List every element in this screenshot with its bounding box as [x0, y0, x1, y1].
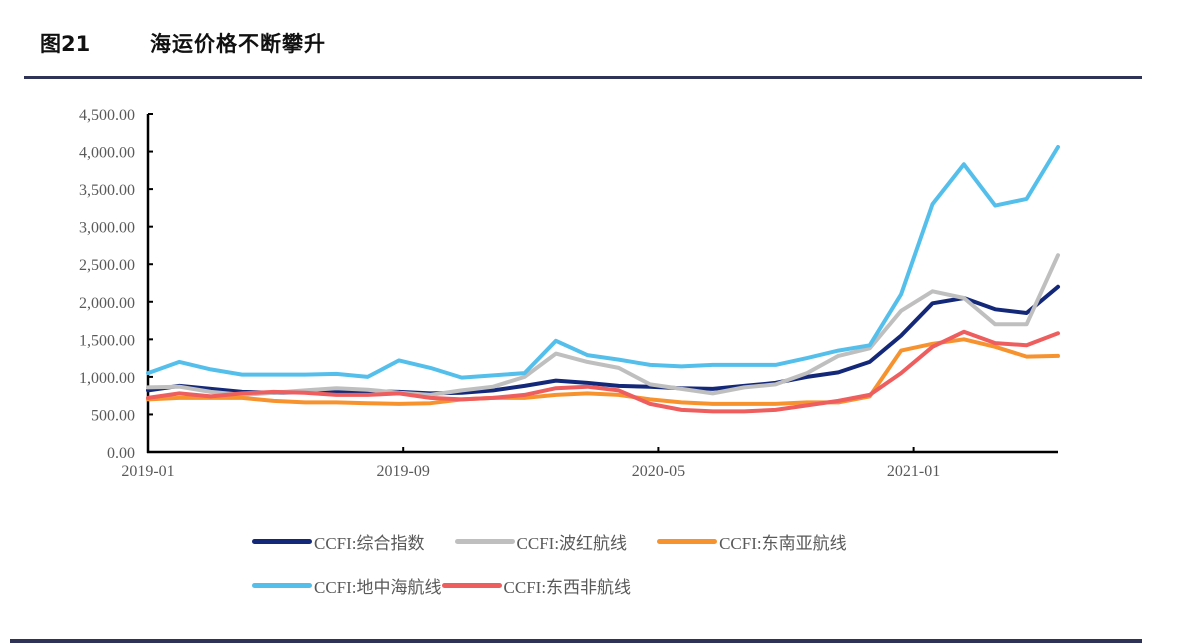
- top-rule: [24, 76, 1142, 79]
- legend-item-mediterranean: CCFI:地中海航线: [252, 573, 442, 598]
- y-tick-label: 500.00: [91, 407, 135, 424]
- bottom-rule: [10, 639, 1142, 643]
- legend-label-persian-gulf-red-sea: CCFI:波红航线: [516, 533, 628, 553]
- plot-area: [146, 145, 1060, 414]
- legend-label-mediterranean: CCFI:地中海航线: [314, 577, 442, 597]
- legend-label-composite: CCFI:综合指数: [314, 533, 425, 553]
- x-tick-label: 2019-09: [377, 463, 430, 480]
- y-tick-label: 1,000.00: [79, 370, 135, 387]
- y-tick-label: 3,500.00: [79, 182, 135, 199]
- series-line: [146, 329, 1060, 414]
- y-tick-label: 1,500.00: [79, 332, 135, 349]
- y-tick-label: 0.00: [107, 445, 135, 462]
- legend-item-composite: CCFI:综合指数: [252, 529, 425, 554]
- legend-item-east-west-africa: CCFI:东西非航线: [441, 573, 632, 598]
- y-tick-label: 4,000.00: [79, 145, 135, 162]
- line-chart: 0.00 500.00 1,000.00 1,500.00 2,000.00 2,500.…: [79, 107, 1060, 480]
- x-axis: 2019-01 2019-09 2020-05 2021-01: [121, 447, 1058, 480]
- series-line: [146, 284, 1060, 396]
- y-axis: 0.00 500.00 1,000.00 1,500.00 2,000.00 2,500.…: [79, 107, 153, 462]
- legend-swatch-composite: [252, 538, 312, 544]
- y-tick-label: 3,000.00: [79, 220, 135, 237]
- y-tick-label: 2,500.00: [79, 257, 135, 274]
- legend-item-southeast-asia: CCFI:东南亚航线: [657, 529, 847, 554]
- series-line: [146, 145, 1060, 380]
- legend-swatch-east-west-africa: [441, 582, 502, 588]
- figure-number: 图21: [40, 32, 91, 56]
- legend-row-1: CCFI:综合指数 CCFI:波红航线 CCFI:东南亚航线: [252, 528, 972, 554]
- legend-label-east-west-africa: CCFI:东西非航线: [503, 577, 632, 597]
- series-line: [146, 337, 1060, 406]
- x-tick-label: 2020-05: [632, 463, 685, 480]
- figure-title: 海运价格不断攀升: [150, 32, 326, 56]
- figure-header: 图21 海运价格不断攀升: [40, 26, 326, 60]
- legend-swatch-southeast-asia: [657, 538, 718, 544]
- chart-legend: CCFI:综合指数 CCFI:波红航线 CCFI:东南亚航线 CCFI:地中海航…: [252, 528, 972, 616]
- legend-item-persian-gulf-red-sea: CCFI:波红航线: [454, 529, 628, 554]
- legend-swatch-mediterranean: [252, 582, 312, 588]
- x-tick-label: 2019-01: [121, 463, 174, 480]
- legend-label-southeast-asia: CCFI:东南亚航线: [719, 533, 847, 553]
- legend-row-2: CCFI:地中海航线 CCFI:东西非航线: [252, 572, 972, 598]
- y-tick-label: 2,000.00: [79, 295, 135, 312]
- x-tick-label: 2021-01: [887, 463, 940, 480]
- y-tick-label: 4,500.00: [79, 107, 135, 124]
- legend-swatch-persian-gulf-red-sea: [454, 538, 515, 544]
